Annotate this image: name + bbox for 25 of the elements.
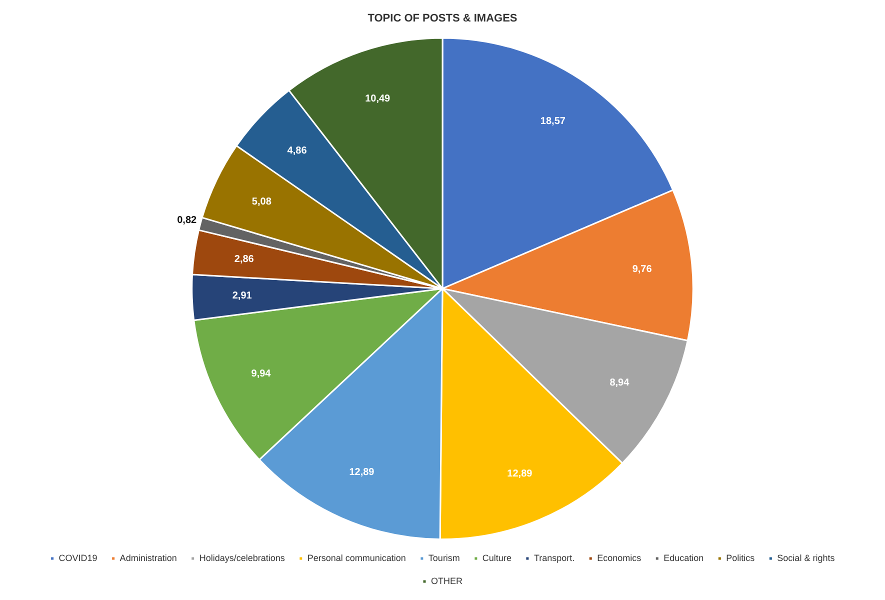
legend-label: Administration xyxy=(120,552,177,563)
data-label: 12,89 xyxy=(507,468,533,480)
legend-label: Tourism xyxy=(428,552,460,563)
legend-label: Personal communication xyxy=(307,552,406,563)
data-label: 8,94 xyxy=(610,378,630,389)
legend-label: Culture xyxy=(482,552,512,563)
legend-label: Politics xyxy=(726,552,756,563)
legend-label: Economics xyxy=(597,552,642,563)
legend-label: OTHER xyxy=(431,576,463,586)
legend-label: Holidays/celebrations xyxy=(199,552,286,563)
data-label: 18,57 xyxy=(540,116,566,127)
data-label: 9,76 xyxy=(632,264,652,275)
data-label: 5,08 xyxy=(252,196,272,208)
legend-label: COVID19 xyxy=(58,552,98,563)
data-label: 10,49 xyxy=(365,94,391,105)
data-label: 0,82 xyxy=(177,214,198,226)
data-label: 4,86 xyxy=(287,145,308,156)
legend-label: Social & rights xyxy=(777,552,836,563)
legend-label: Transport. xyxy=(534,552,575,563)
data-label: 12,89 xyxy=(349,466,375,478)
data-label: 9,94 xyxy=(251,368,272,380)
data-label: 2,91 xyxy=(232,290,252,302)
data-label: 2,86 xyxy=(234,254,254,266)
legend-label: Education xyxy=(664,552,704,563)
chart-title: TOPIC OF POSTS & IMAGES xyxy=(368,12,518,25)
